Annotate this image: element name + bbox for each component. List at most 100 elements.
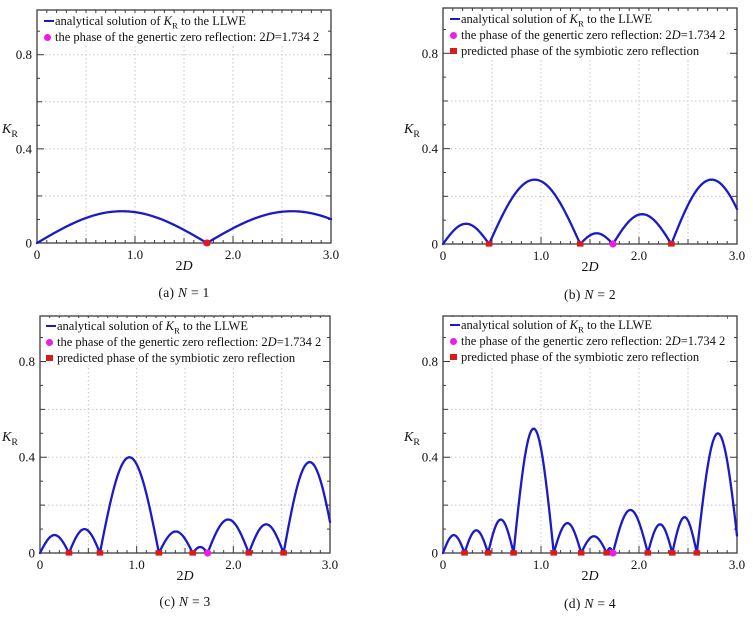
reflection-curve: [441, 427, 739, 555]
legend-item: the phase of the genertic zero reflectio…: [450, 333, 725, 349]
subplot-caption-run: N: [177, 285, 188, 300]
subplot-caption-b: (b) N = 2: [564, 287, 616, 303]
legend-item-label: analytical solution of KR to the LLWE: [461, 11, 652, 29]
x-tick-label: 2.0: [631, 248, 647, 263]
subplot-caption-run: N: [178, 594, 189, 609]
legend-marker-cell: [46, 324, 57, 328]
x-tick-label: 3.0: [323, 247, 339, 262]
y-axis-label-run: K: [404, 430, 414, 445]
legend-b: analytical solution of KR to the LLWE the…: [450, 11, 728, 59]
x-tick-label: 3.0: [322, 557, 338, 572]
symbiotic-zero-marker: [461, 550, 468, 556]
x-tick-label: 3.0: [729, 557, 745, 572]
legend-label-run: D: [267, 335, 277, 349]
legend-line-marker: [450, 323, 460, 327]
legend-item: predicted phase of the symbiotic zero re…: [450, 43, 725, 59]
y-axis-label-run: R: [413, 128, 420, 140]
legend-item-label: the phase of the genertic zero reflectio…: [55, 29, 319, 45]
symbiotic-zero-marker: [693, 550, 701, 556]
legend-label-run: predicted phase of the symbiotic zero re…: [461, 350, 700, 364]
y-axis-label-run: K: [404, 122, 414, 137]
y-tick-label: 0.8: [19, 354, 35, 369]
x-axis-label-run: D: [588, 260, 599, 275]
x-axis-label-run: 2: [581, 569, 589, 584]
x-tick-label: 2.0: [225, 557, 241, 572]
x-axis-label-run: 2: [176, 569, 184, 584]
legend-label-run: D: [671, 334, 681, 348]
legend-label-run: the phase of the genertic zero reflectio…: [57, 335, 268, 349]
subplot-caption-c: (c) N = 3: [159, 594, 210, 610]
subplot-caption-run: N: [584, 596, 594, 611]
x-axis-label-a: 2D: [175, 259, 192, 275]
legend-label-run: R: [578, 18, 584, 29]
legend-label-run: K: [163, 14, 172, 28]
y-tick-label: 0: [432, 237, 439, 252]
x-tick-label: 1.0: [127, 247, 143, 262]
legend-label-run: the phase of the genertic zero reflectio…: [461, 334, 672, 348]
symbiotic-zero-marker: [189, 550, 197, 556]
x-axis-label-d: 2D: [581, 569, 598, 585]
legend-square-marker: [450, 353, 457, 361]
y-axis-label-a: KR: [2, 122, 18, 140]
symbiotic-zero-marker: [603, 550, 610, 556]
legend-label-run: analytical solution of: [57, 319, 166, 333]
generic-zero-marker: [609, 240, 617, 248]
x-axis-label-run: 2: [581, 260, 589, 275]
symbiotic-zero-marker: [245, 550, 253, 556]
x-tick-label: 0: [440, 557, 447, 572]
legend-item: predicted phase of the symbiotic zero re…: [450, 349, 725, 365]
legend-circle-marker: [44, 33, 51, 41]
legend-marker-cell: [450, 323, 461, 327]
y-tick-label: 0.4: [19, 450, 36, 465]
legend-item: the phase of the genertic zero reflectio…: [44, 29, 319, 45]
x-axis-label-run: D: [588, 569, 599, 584]
legend-c: analytical solution of KR to the LLWE the…: [46, 318, 324, 366]
symbiotic-zero-marker: [484, 550, 492, 556]
legend-circle-marker: [450, 337, 457, 345]
x-tick-label: 0: [34, 247, 41, 262]
y-tick-label: 0: [26, 236, 33, 251]
legend-marker-cell: [450, 337, 461, 345]
x-tick-label: 2.0: [225, 247, 241, 262]
legend-line-marker: [450, 17, 460, 21]
legend-label-run: =1.734 2: [276, 335, 322, 349]
legend-label-run: predicted phase of the symbiotic zero re…: [57, 351, 296, 365]
legend-line-marker: [44, 19, 54, 23]
legend-square-marker: [46, 354, 53, 362]
legend-item-label: analytical solution of KR to the LLWE: [461, 317, 652, 334]
legend-item-label: analytical solution of KR to the LLWE: [55, 13, 246, 30]
legend-marker-cell: [44, 19, 55, 23]
x-axis-label-run: D: [183, 569, 194, 584]
legend-circle-marker: [46, 338, 53, 346]
legend-marker-cell: [46, 338, 57, 346]
legend-label-run: K: [569, 12, 578, 26]
y-tick-label: 0.8: [422, 46, 438, 61]
legend-label-run: =1.734 2: [680, 334, 726, 348]
legend-item-label: the phase of the genertic zero reflectio…: [57, 334, 321, 350]
subplot-caption-run: = 2: [593, 287, 616, 302]
legend-label-run: D: [671, 28, 681, 42]
legend-item: analytical solution of KR to the LLWE: [450, 317, 725, 334]
subplot-caption-run: (c): [159, 594, 179, 609]
symbiotic-zero-marker: [644, 550, 652, 556]
legend-label-run: to the LLWE: [583, 12, 652, 26]
reflection-curve: [441, 178, 739, 246]
legend-item: the phase of the genertic zero reflectio…: [46, 334, 321, 350]
subplot-caption-run: (b): [564, 287, 585, 302]
symbiotic-zero-marker: [280, 550, 287, 556]
x-axis-label-c: 2D: [176, 569, 193, 585]
symbiotic-zero-marker: [668, 241, 675, 247]
x-axis-label-run: 2: [175, 259, 183, 274]
symbiotic-zero-marker: [577, 550, 585, 556]
y-axis-label-run: R: [413, 436, 420, 448]
y-tick-label: 0: [432, 546, 439, 561]
y-axis-label-run: R: [11, 128, 18, 140]
subplot-caption-a: (a) N = 1: [158, 285, 209, 301]
legend-label-run: K: [569, 318, 578, 332]
y-axis-label-run: K: [2, 430, 12, 445]
y-tick-label: 0.4: [422, 141, 439, 156]
legend-label-run: the phase of the genertic zero reflectio…: [55, 30, 266, 44]
symbiotic-zero-marker: [510, 550, 517, 556]
symbiotic-zero-marker: [155, 550, 163, 556]
